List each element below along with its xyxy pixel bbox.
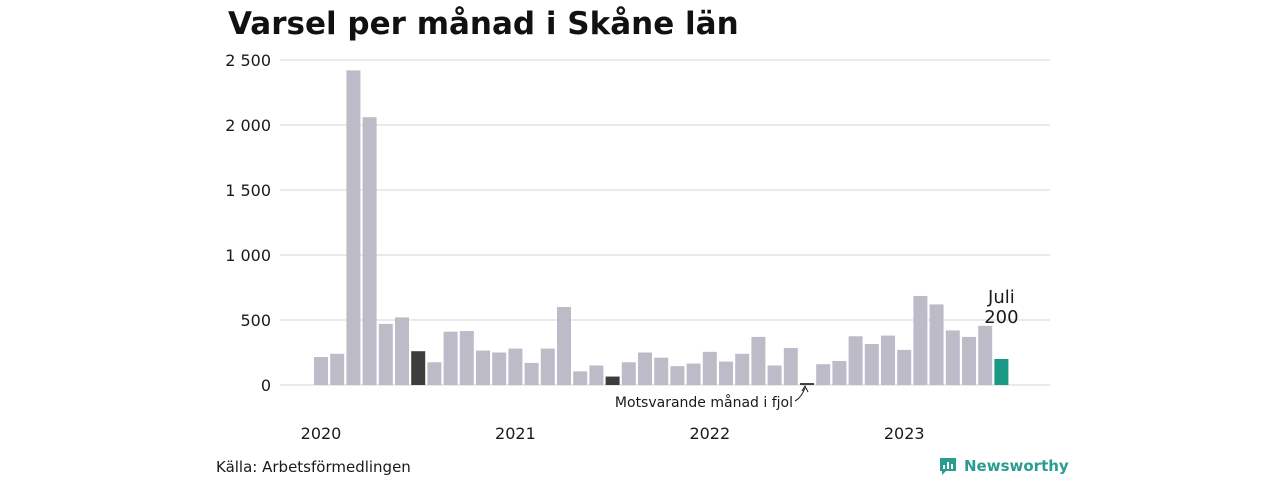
bar bbox=[735, 353, 750, 385]
y-tick-label: 500 bbox=[240, 311, 271, 330]
bar bbox=[362, 117, 377, 385]
bar bbox=[378, 323, 393, 385]
bar bbox=[654, 357, 669, 385]
bar bbox=[929, 304, 944, 385]
bar bbox=[524, 362, 539, 385]
bar bbox=[443, 331, 458, 385]
x-tick-label: 2021 bbox=[495, 424, 536, 443]
bar bbox=[962, 336, 976, 385]
bar bbox=[881, 335, 895, 385]
previous-year-annotation: Motsvarande månad i fjol bbox=[615, 394, 793, 411]
bar bbox=[346, 70, 361, 386]
bar bbox=[670, 366, 685, 385]
bar bbox=[751, 336, 766, 385]
bar bbox=[783, 347, 798, 385]
y-axis-ticks: 0 500 1 000 1 500 2 000 2 500 bbox=[225, 51, 271, 395]
y-tick-label: 1 000 bbox=[225, 246, 271, 265]
bar bbox=[573, 371, 588, 385]
bar bbox=[832, 360, 847, 385]
bar bbox=[330, 353, 345, 385]
bar bbox=[492, 352, 507, 385]
bar bbox=[427, 362, 442, 385]
current-month-label: Juli bbox=[987, 287, 1015, 308]
bar bbox=[411, 351, 426, 385]
chart-title: Varsel per månad i Skåne län bbox=[228, 6, 739, 42]
bar bbox=[638, 352, 652, 385]
annotation-arrowhead bbox=[801, 384, 809, 393]
bar bbox=[557, 307, 571, 385]
newsworthy-logo-icon bbox=[940, 458, 956, 475]
y-tick-label: 0 bbox=[261, 376, 271, 395]
bar bbox=[314, 357, 328, 385]
x-tick-label: 2020 bbox=[301, 424, 342, 443]
y-tick-label: 2 500 bbox=[225, 51, 271, 70]
bar bbox=[702, 351, 717, 385]
bar bbox=[508, 348, 523, 385]
bar bbox=[767, 365, 782, 385]
bar bbox=[864, 344, 879, 385]
x-axis-ticks: 2020 2021 2022 2023 bbox=[301, 424, 925, 443]
bar bbox=[848, 336, 863, 385]
bar bbox=[589, 365, 604, 385]
bar bbox=[978, 325, 993, 385]
bar bbox=[994, 359, 1009, 385]
bar bbox=[945, 330, 960, 385]
bar bbox=[540, 348, 555, 385]
bar bbox=[476, 350, 490, 385]
current-value-label: 200 bbox=[984, 307, 1018, 328]
x-tick-label: 2023 bbox=[884, 424, 925, 443]
bar bbox=[605, 376, 620, 385]
bar bbox=[800, 383, 814, 385]
brand-name: Newsworthy bbox=[964, 457, 1069, 475]
bar bbox=[621, 362, 636, 385]
bar bbox=[395, 317, 409, 385]
brand[interactable]: Newsworthy bbox=[938, 456, 1069, 476]
bar bbox=[913, 295, 928, 385]
bar bbox=[897, 349, 912, 385]
bar bbox=[686, 363, 701, 385]
bar bbox=[719, 361, 733, 385]
bar bbox=[816, 364, 831, 385]
y-tick-label: 1 500 bbox=[225, 181, 271, 200]
annotation-arrow bbox=[794, 387, 806, 402]
bar bbox=[459, 331, 474, 385]
bars bbox=[314, 70, 1009, 386]
x-tick-label: 2022 bbox=[689, 424, 730, 443]
source-note: Källa: Arbetsförmedlingen bbox=[216, 458, 411, 476]
y-tick-label: 2 000 bbox=[225, 116, 271, 135]
